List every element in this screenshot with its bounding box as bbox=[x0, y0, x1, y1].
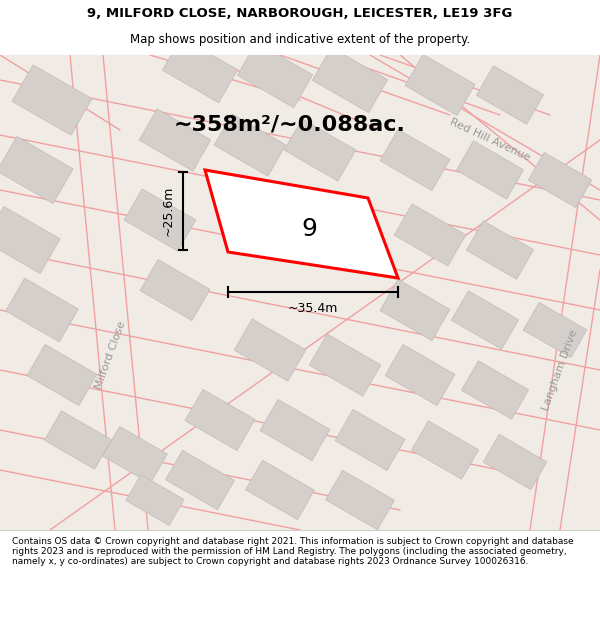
Polygon shape bbox=[27, 344, 97, 406]
Polygon shape bbox=[380, 129, 450, 191]
Polygon shape bbox=[394, 204, 466, 266]
Polygon shape bbox=[12, 65, 92, 135]
Polygon shape bbox=[5, 278, 79, 342]
Polygon shape bbox=[0, 206, 60, 274]
Polygon shape bbox=[466, 221, 533, 279]
Polygon shape bbox=[140, 259, 210, 321]
Polygon shape bbox=[326, 470, 394, 530]
Polygon shape bbox=[457, 141, 524, 199]
Polygon shape bbox=[528, 152, 592, 208]
Polygon shape bbox=[380, 279, 450, 341]
Polygon shape bbox=[44, 411, 112, 469]
Text: 9, MILFORD CLOSE, NARBOROUGH, LEICESTER, LE19 3FG: 9, MILFORD CLOSE, NARBOROUGH, LEICESTER,… bbox=[88, 8, 512, 20]
Polygon shape bbox=[309, 334, 381, 396]
Polygon shape bbox=[214, 114, 286, 176]
Text: Langham Drive: Langham Drive bbox=[541, 328, 580, 412]
Polygon shape bbox=[284, 119, 356, 181]
Text: Red Hill Avenue: Red Hill Avenue bbox=[448, 117, 532, 163]
Polygon shape bbox=[451, 291, 518, 349]
Polygon shape bbox=[205, 170, 398, 278]
Text: 9: 9 bbox=[302, 217, 317, 241]
Polygon shape bbox=[476, 66, 544, 124]
Polygon shape bbox=[461, 361, 529, 419]
Polygon shape bbox=[185, 389, 255, 451]
Polygon shape bbox=[313, 48, 388, 112]
Polygon shape bbox=[126, 474, 184, 526]
Polygon shape bbox=[139, 109, 211, 171]
Polygon shape bbox=[245, 460, 314, 520]
Polygon shape bbox=[163, 38, 238, 102]
Polygon shape bbox=[412, 421, 479, 479]
Text: ~358m²/~0.088ac.: ~358m²/~0.088ac. bbox=[174, 115, 406, 135]
Text: Milford Close: Milford Close bbox=[93, 319, 127, 391]
Polygon shape bbox=[103, 426, 167, 484]
Text: Contains OS data © Crown copyright and database right 2021. This information is : Contains OS data © Crown copyright and d… bbox=[12, 537, 574, 566]
Text: ~25.6m: ~25.6m bbox=[162, 186, 175, 236]
Polygon shape bbox=[0, 136, 73, 204]
Polygon shape bbox=[385, 344, 455, 406]
Polygon shape bbox=[124, 189, 196, 251]
Polygon shape bbox=[166, 450, 235, 510]
Polygon shape bbox=[238, 42, 313, 107]
Polygon shape bbox=[523, 302, 587, 358]
Polygon shape bbox=[405, 54, 475, 116]
Polygon shape bbox=[234, 319, 306, 381]
Text: ~35.4m: ~35.4m bbox=[288, 302, 338, 315]
Polygon shape bbox=[335, 409, 405, 471]
Polygon shape bbox=[483, 434, 547, 489]
Polygon shape bbox=[260, 399, 330, 461]
Text: Map shows position and indicative extent of the property.: Map shows position and indicative extent… bbox=[130, 33, 470, 46]
